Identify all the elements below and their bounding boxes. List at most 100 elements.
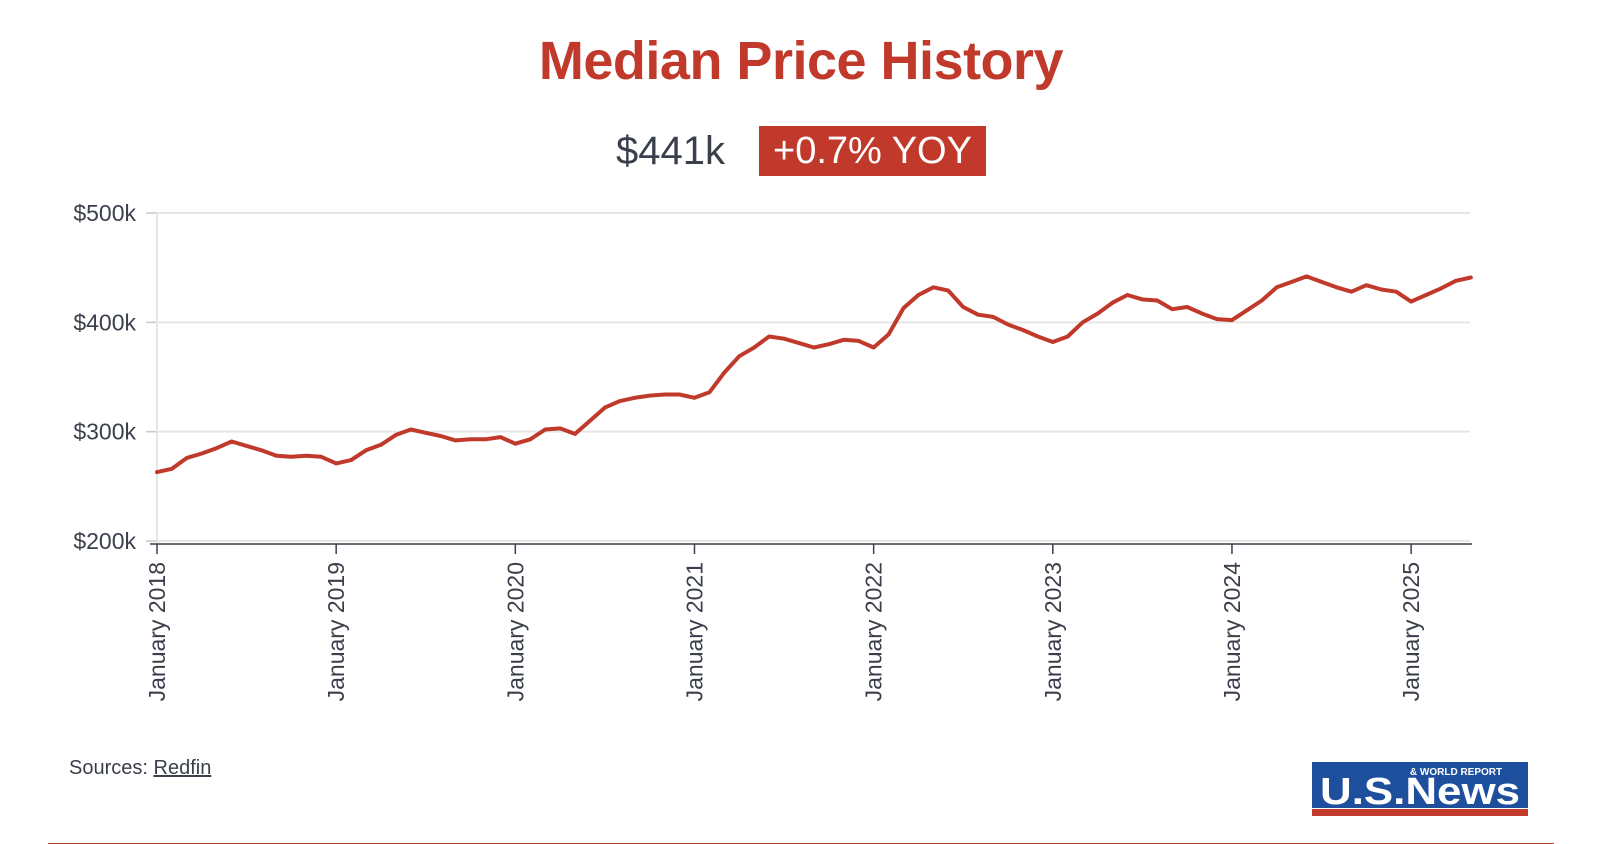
data-point [767,334,771,339]
data-point [214,446,219,450]
data-point [513,441,518,446]
data-point [200,451,204,456]
x-tick-label: January 2018 [144,562,170,701]
data-point [229,439,234,444]
data-point [1469,275,1473,280]
data-point [1155,298,1160,303]
data-point [379,443,383,447]
data-point [1230,318,1234,322]
logo-main-text: U.S.News [1320,771,1520,813]
data-point [1260,298,1264,303]
data-point [394,433,398,437]
data-point [1349,289,1354,294]
data-point [633,396,637,400]
x-axis-ticks: January 2018 January 2019 January 2020 Janu… [144,544,1424,701]
data-point [1006,322,1010,327]
yoy-change-badge: +0.7% YOY [759,126,986,176]
data-point [1095,311,1100,316]
data-point [1140,297,1145,302]
data-point [573,432,577,436]
x-tick-label: January 2020 [502,562,528,701]
data-point [423,431,428,435]
data-point [842,338,846,342]
x-tick-label: January 2022 [861,562,887,701]
logo-background [1312,762,1528,808]
data-point [1110,300,1115,305]
data-point [618,399,622,403]
data-point [1289,280,1294,284]
data-point [946,288,951,293]
data-point [1364,283,1369,288]
data-point [961,305,965,309]
data-point [1319,280,1324,284]
data-point [1304,274,1309,279]
data-point [662,392,667,397]
x-tick-label: January 2025 [1398,562,1424,701]
data-point [259,448,264,453]
data-point [1424,293,1428,297]
data-point [1051,340,1055,344]
data-point [468,437,473,442]
data-point [1409,299,1413,304]
price-line-chart: $200k$300k$400k$500k January 2018 January… [73,200,1473,701]
data-point [1454,279,1458,283]
data-point [155,470,159,474]
data-point [1379,287,1384,292]
data-point [409,427,413,432]
data-point [722,370,727,375]
y-tick-label: $500k [73,200,136,226]
data-point [812,345,816,350]
data-point [1245,308,1249,313]
x-tick-label: January 2021 [681,562,707,701]
sources-note: Sources: Redfin [69,757,211,780]
data-point [244,444,249,448]
data-point [1394,289,1398,294]
y-tick-label: $200k [73,528,136,554]
data-point [498,435,503,439]
logo-top-text: & WORLD REPORT [1410,767,1502,778]
data-point [1215,317,1219,321]
data-point [647,393,652,398]
usnews-logo[interactable]: & WORLD REPORT U.S.News [1312,762,1528,818]
data-point [737,354,742,359]
sources-label: Sources: [69,757,148,779]
redfin-source-link[interactable]: Redfin [153,757,212,779]
data-point [752,345,756,350]
data-point [797,341,801,345]
data-point [1334,285,1339,290]
x-tick-label: January 2019 [323,562,349,701]
data-point [827,342,831,347]
x-tick-label: January 2024 [1219,562,1245,702]
data-point [438,434,443,438]
data-point [782,336,786,341]
data-point [931,285,936,290]
data-point [1275,285,1279,290]
data-point [543,427,547,432]
grid-lines [157,212,1470,542]
data-points [155,274,1473,474]
data-point [334,461,339,466]
data-point [692,396,697,400]
median-price-line [155,274,1473,475]
data-point [871,345,876,350]
data-point [1021,328,1025,332]
data-point [1200,311,1204,316]
logo-red-bar [1312,809,1528,816]
data-point [528,437,533,442]
y-axis-ticks: $200k $300k $400k $500k [73,200,157,554]
data-point [976,312,980,317]
data-point [588,418,592,423]
data-point [453,438,458,443]
chart-title: Median Price History [538,31,1064,91]
data-point [1065,334,1070,339]
y-tick-label: $300k [73,419,136,445]
current-price: $441k [616,128,726,173]
data-point [289,455,294,459]
data-point [916,293,921,297]
data-point [603,405,607,410]
data-point [1036,334,1040,339]
data-point [1170,307,1174,312]
data-point [364,448,368,453]
data-point [185,456,189,460]
data-point [1080,320,1085,325]
